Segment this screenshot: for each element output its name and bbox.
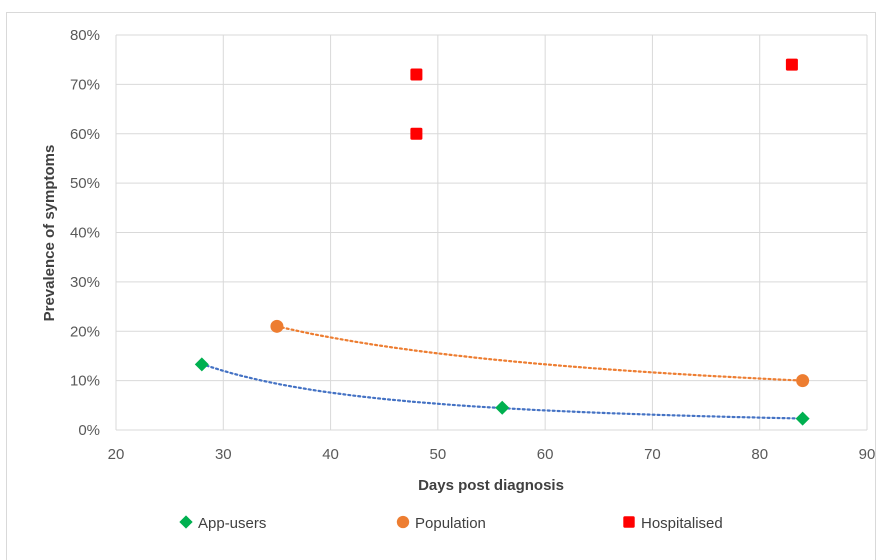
data-point <box>785 58 798 71</box>
data-point <box>795 411 810 426</box>
trendline <box>275 325 804 382</box>
legend-label: App-users <box>198 515 266 532</box>
legend: App-users Population Hospitalised <box>179 515 723 532</box>
y-tick-label: 30% <box>70 274 100 291</box>
x-axis-ticks: 20 30 40 50 60 70 80 90 <box>108 446 876 463</box>
data-point <box>410 127 423 140</box>
y-tick-label: 60% <box>70 126 100 143</box>
data-point <box>270 319 284 333</box>
data-point <box>796 374 810 388</box>
x-tick-label: 50 <box>430 446 447 463</box>
data-point <box>495 400 510 415</box>
y-axis-title: Prevalence of symptoms <box>41 145 58 322</box>
x-tick-label: 70 <box>644 446 661 463</box>
data-point <box>194 357 209 372</box>
y-tick-label: 80% <box>70 27 100 44</box>
x-tick-label: 40 <box>322 446 339 463</box>
x-tick-label: 90 <box>859 446 876 463</box>
x-tick-label: 80 <box>751 446 768 463</box>
y-tick-label: 0% <box>78 422 100 439</box>
data-points <box>194 58 810 426</box>
y-tick-label: 20% <box>70 323 100 340</box>
legend-marker <box>179 515 193 529</box>
x-axis-title: Days post diagnosis <box>418 477 564 494</box>
legend-label: Population <box>415 515 486 532</box>
gridlines <box>115 34 868 431</box>
y-tick-label: 50% <box>70 175 100 192</box>
legend-marker <box>623 516 635 528</box>
y-tick-label: 10% <box>70 373 100 390</box>
y-tick-label: 40% <box>70 225 100 242</box>
y-axis-ticks: 0% 10% 20% 30% 40% 50% 60% 70% 80% <box>70 27 100 439</box>
legend-marker <box>396 515 410 529</box>
y-tick-label: 70% <box>70 76 100 93</box>
chart-frame <box>6 12 876 560</box>
data-point <box>410 68 423 81</box>
x-tick-label: 20 <box>108 446 125 463</box>
legend-label: Hospitalised <box>641 515 723 532</box>
x-tick-label: 30 <box>215 446 232 463</box>
x-tick-label: 60 <box>537 446 554 463</box>
